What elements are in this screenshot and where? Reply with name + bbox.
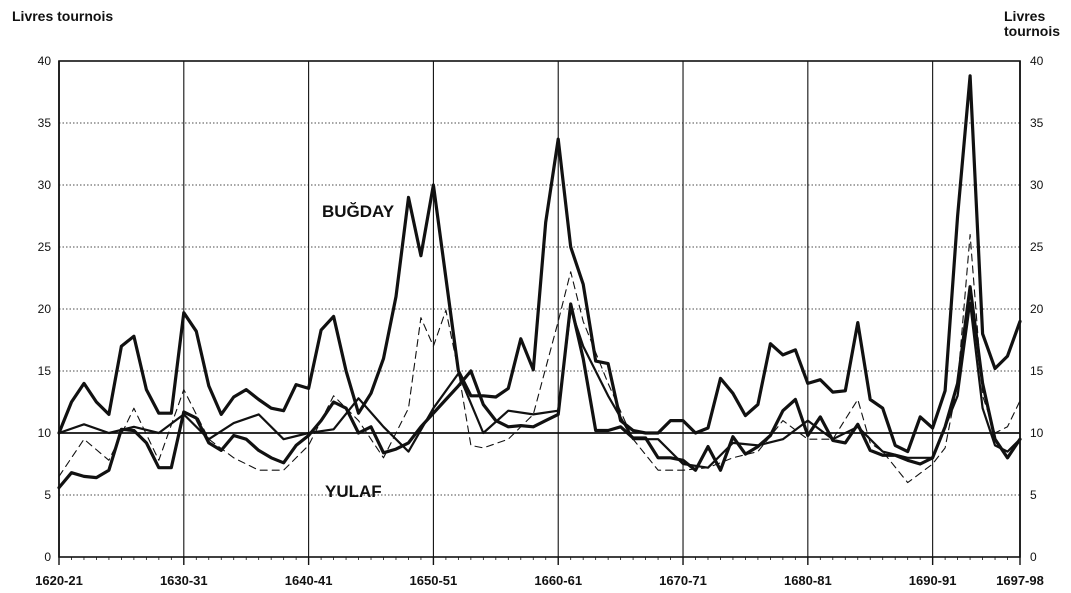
plot-frame	[58, 60, 1021, 558]
y-tick-label-right: 0	[1030, 550, 1037, 564]
y-tick-label-right: 30	[1030, 178, 1044, 192]
y-ticks: 0 0 5 5 10 10 15 15 20 20 25 25 30 30 35 35 40 40	[38, 54, 1044, 564]
y-tick-label-right: 15	[1030, 364, 1044, 378]
x-tick-label: 1697-98	[996, 573, 1044, 588]
x-tick-label: 1640-41	[285, 573, 333, 588]
series-line-4	[57, 285, 1022, 490]
y-tick-label-right: 25	[1030, 240, 1044, 254]
series-line-1	[57, 74, 1022, 454]
y-tick-label-right: 20	[1030, 302, 1044, 316]
plot-border	[58, 60, 1021, 558]
y-axis-title-left: Livres tournois	[12, 8, 114, 24]
y-tick-label-right: 40	[1030, 54, 1044, 68]
y-tick-label-left: 40	[38, 54, 52, 68]
y-tick-label-left: 35	[38, 116, 52, 130]
series-line-2	[58, 234, 1021, 484]
x-tick-label: 1630-31	[160, 573, 208, 588]
x-tick-label: 1660-61	[534, 573, 582, 588]
y-axis-title-right: Livres tournois	[1004, 8, 1060, 39]
y-tick-label-left: 15	[38, 364, 52, 378]
y-tick-label-right: 35	[1030, 116, 1044, 130]
series-line-3	[57, 301, 1022, 469]
y-tick-label-right: 5	[1030, 488, 1037, 502]
y-tick-label-left: 25	[38, 240, 52, 254]
x-tick-label: 1620-21	[35, 573, 83, 588]
x-tick-label: 1680-81	[784, 573, 832, 588]
y-tick-label-left: 10	[38, 426, 52, 440]
y-tick-label-left: 30	[38, 178, 52, 192]
x-tick-label: 1650-51	[410, 573, 458, 588]
y-tick-label-left: 0	[44, 550, 51, 564]
x-ticks: 1620-21 1630-31 1640-41 1650-51 1660-61 1670-…	[35, 557, 1044, 588]
annotation-bugday: BUĞDAY	[322, 202, 395, 221]
x-tick-label: 1670-71	[659, 573, 707, 588]
series-layer	[57, 74, 1022, 490]
y-tick-label-left: 20	[38, 302, 52, 316]
annotation-yulaf: YULAF	[325, 482, 382, 501]
y-tick-label-left: 5	[44, 488, 51, 502]
x-tick-label: 1690-91	[909, 573, 957, 588]
y-tick-label-right: 10	[1030, 426, 1044, 440]
